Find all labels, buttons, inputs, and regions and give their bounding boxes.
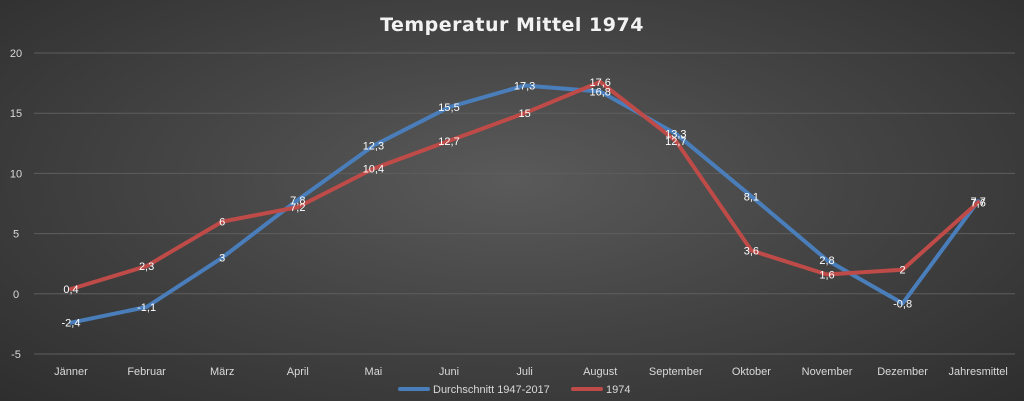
chart-title: Temperatur Mittel 1974 [380,14,644,36]
y-tick-label: 15 [10,108,22,120]
data-label: 13,3 [665,129,686,141]
x-tick-label: Mai [365,366,383,378]
legend: Durchschnitt 1947-2017 1974 [398,384,630,396]
x-tick-label: Juni [439,366,459,378]
data-label: -1,1 [137,302,156,314]
data-label: 17,3 [514,81,535,93]
legend-entry: 1974 [606,384,630,396]
data-labels: -2,4 -1,1 3 7,8 12,3 15,5 17,3 16,8 13,3 8,1 2,8 -0… [62,77,986,330]
data-label: 7,8 [290,195,305,207]
legend-entry: Durchschnitt 1947-2017 [433,384,550,396]
data-label: 0,4 [63,284,78,296]
x-tick-label: Jänner [54,366,88,378]
x-tick-label: August [583,366,617,378]
x-tick-label: Dezember [877,366,928,378]
x-tick-label: November [802,366,853,378]
data-label: 12,3 [363,141,384,153]
y-tick-label: 10 [10,168,22,180]
data-label: 1,6 [819,270,834,282]
data-label: 7,7 [971,196,986,208]
data-label: 6 [219,217,225,229]
x-tick-label: März [210,366,234,378]
x-tick-label: Jahresmittel [949,366,1008,378]
y-tick-label: -5 [11,349,21,361]
y-axis-ticks: -5 0 5 10 15 20 [10,48,22,361]
data-label: 3 [219,253,225,265]
data-label: 12,7 [665,136,686,148]
data-label: 2 [900,265,906,277]
x-tick-label: Juli [516,366,533,378]
x-axis-ticks: Jänner Februar März April Mai Juni Juli August S… [54,366,1008,378]
series-lines [69,79,981,325]
data-label: 15 [518,108,530,120]
data-label: 3,6 [744,245,759,257]
data-label: 12,7 [438,136,459,148]
data-label: 7,2 [290,202,305,214]
data-label: 2,8 [819,255,834,267]
data-label: 2,3 [139,261,154,273]
gridlines [34,52,1015,355]
y-tick-label: 20 [10,48,22,60]
data-label: 10,4 [363,164,384,176]
data-label: -0,8 [893,298,912,310]
x-tick-label: April [287,366,309,378]
x-tick-label: Oktober [732,366,771,378]
x-tick-label: Februar [127,366,166,378]
data-label: 8,1 [744,191,759,203]
x-tick-label: September [649,366,703,378]
data-label: 17,6 [589,77,610,89]
y-tick-label: 0 [13,289,19,301]
data-label: 16,8 [589,87,610,99]
series-line-1 [69,83,981,325]
data-label: 7,6 [971,197,986,209]
y-tick-label: 5 [13,229,19,241]
data-label: 15,5 [438,102,459,114]
data-label: -2,4 [62,318,81,330]
series-line-2 [69,79,981,291]
